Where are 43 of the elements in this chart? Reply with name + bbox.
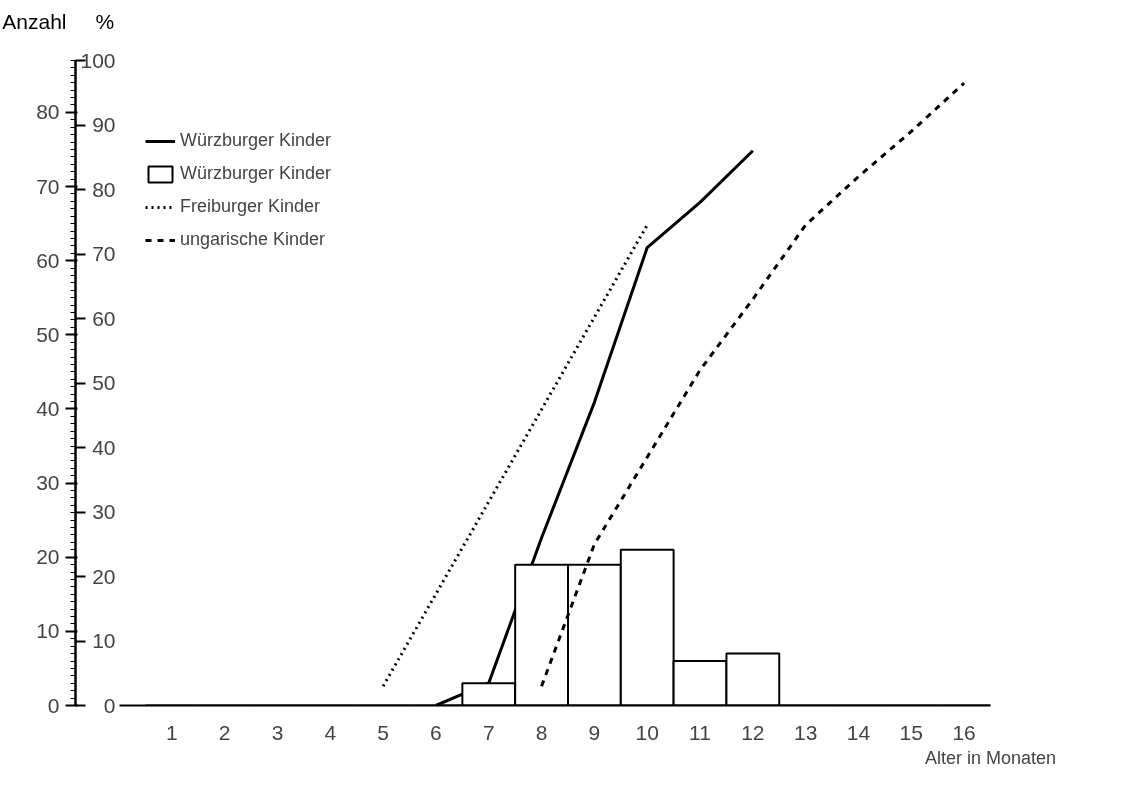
y2-tick-label: 70	[92, 242, 116, 265]
y2-tick-label: 60	[92, 306, 116, 330]
y2-tick-label: 30	[92, 500, 116, 523]
y2-axis-title: %	[95, 9, 115, 33]
x-tick-label: 11	[689, 720, 711, 744]
x-tick-label: 9	[588, 720, 601, 744]
y2-tick-label: 20	[92, 564, 116, 588]
x-tick-label: 7	[482, 720, 495, 744]
x-tick-label: 12	[741, 720, 765, 744]
x-tick-label: 15	[899, 720, 923, 744]
y2-tick-label: 90	[92, 113, 116, 136]
y-axis-title: Anzahl	[2, 9, 67, 33]
x-tick-label: 1	[166, 720, 178, 744]
legend-label: Freiburger Kinder	[180, 196, 321, 217]
y2-tick-label: 10	[92, 629, 116, 652]
y2-tick-label: 100	[80, 48, 116, 72]
x-tick-label: 4	[324, 720, 337, 744]
y2-tick-label: 50	[92, 371, 116, 394]
x-tick-label: 8	[535, 720, 548, 744]
y-tick-label: 30	[36, 471, 60, 495]
y2-tick-label: 80	[92, 177, 116, 201]
y-tick-label: 10	[36, 619, 60, 643]
y-tick-label: 40	[36, 396, 60, 420]
y-tick-label: 50	[36, 322, 60, 346]
legend-label: ungarische Kinder	[180, 229, 326, 250]
y-tick-label: 0	[47, 693, 60, 717]
x-tick-label: 10	[635, 720, 659, 744]
legend-label: Würzburger Kinder	[180, 163, 332, 184]
y-tick-label: 60	[36, 248, 60, 272]
legend-label: Würzburger Kinder	[180, 130, 332, 151]
y-tick-label: 70	[36, 174, 60, 198]
x-tick-label: 2	[218, 720, 231, 744]
y2-tick-label: 40	[92, 435, 116, 459]
x-tick-label: 6	[430, 720, 442, 744]
x-tick-label: 14	[846, 720, 871, 744]
x-tick-label: 5	[377, 720, 389, 744]
y2-tick-label: 0	[103, 693, 116, 717]
x-tick-label: 13	[793, 720, 818, 744]
x-axis-title: Alter in Monaten	[924, 747, 1057, 768]
y-tick-label: 20	[36, 545, 60, 569]
y-tick-label: 80	[36, 100, 60, 124]
x-tick-label: 3	[271, 720, 284, 744]
x-tick-label: 16	[952, 720, 976, 744]
